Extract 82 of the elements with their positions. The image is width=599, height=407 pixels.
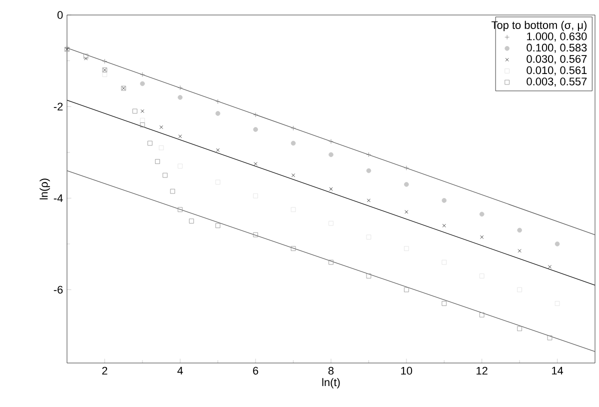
point — [290, 140, 296, 146]
point — [140, 118, 145, 123]
point — [140, 81, 145, 86]
point — [178, 85, 183, 90]
point — [366, 234, 372, 240]
point — [328, 138, 334, 144]
point — [178, 95, 183, 100]
point — [215, 99, 220, 104]
point — [148, 140, 152, 146]
point — [140, 122, 145, 128]
y-tick-label: -4 — [54, 194, 63, 202]
point — [292, 174, 296, 178]
legend-label: 0.030, 0.567 — [526, 55, 587, 64]
point — [517, 326, 522, 332]
legend-label: 0.100, 0.583 — [526, 44, 587, 53]
point — [162, 172, 168, 178]
x-tick-label: 10 — [401, 366, 412, 375]
legend-label: 0.010, 0.561 — [526, 66, 587, 76]
point — [548, 265, 552, 269]
point — [253, 112, 258, 118]
point — [404, 287, 409, 292]
point — [290, 246, 296, 251]
point — [253, 232, 258, 238]
y-tick-label: -6 — [54, 286, 63, 294]
point — [479, 274, 484, 278]
point — [442, 198, 447, 203]
point — [366, 274, 372, 278]
point — [140, 109, 144, 113]
point — [404, 166, 409, 170]
x-tick-label: 2 — [102, 366, 108, 375]
point — [170, 188, 176, 194]
point — [554, 301, 560, 306]
point — [479, 212, 484, 217]
point — [102, 72, 108, 77]
point — [83, 54, 88, 59]
point — [442, 301, 447, 306]
point — [178, 207, 183, 212]
point — [328, 152, 334, 158]
point — [517, 287, 522, 292]
point — [517, 228, 522, 233]
point — [290, 207, 296, 212]
point — [328, 260, 334, 265]
x-tick-label: 4 — [177, 366, 183, 374]
point — [290, 126, 296, 130]
point — [366, 198, 370, 202]
point — [160, 125, 164, 129]
point — [366, 168, 372, 174]
legend-label: 0.003, 0.557 — [526, 78, 587, 87]
point — [215, 223, 220, 228]
point — [404, 246, 409, 251]
point — [254, 162, 258, 166]
point — [216, 148, 220, 152]
point — [102, 58, 108, 64]
point — [253, 127, 258, 132]
legend-title: Top to bottom (σ, μ) — [492, 20, 586, 32]
y-axis-title: ln(ρ) — [40, 178, 50, 200]
point — [480, 235, 484, 239]
x-axis-title: ln(t) — [322, 378, 340, 388]
point — [554, 242, 560, 246]
x-tick-label: 14 — [552, 366, 564, 374]
x-tick-label: 6 — [253, 366, 258, 375]
point — [215, 111, 220, 116]
x-tick-label: 8 — [328, 366, 334, 375]
point — [518, 249, 522, 253]
point — [547, 335, 552, 340]
point — [189, 218, 194, 224]
point — [442, 224, 446, 228]
point — [404, 182, 409, 187]
point — [178, 164, 183, 169]
point — [155, 159, 160, 164]
point — [140, 72, 145, 77]
y-tick-label: -2 — [54, 102, 63, 110]
legend-label: 1.000, 0.630 — [527, 32, 587, 42]
point — [178, 134, 182, 138]
point — [132, 108, 138, 114]
point — [366, 152, 372, 158]
point — [84, 56, 88, 60]
point — [479, 312, 484, 318]
point — [253, 193, 258, 198]
y-tick-label: 0 — [57, 11, 63, 19]
x-tick-label: 12 — [476, 366, 488, 375]
point — [404, 210, 408, 214]
